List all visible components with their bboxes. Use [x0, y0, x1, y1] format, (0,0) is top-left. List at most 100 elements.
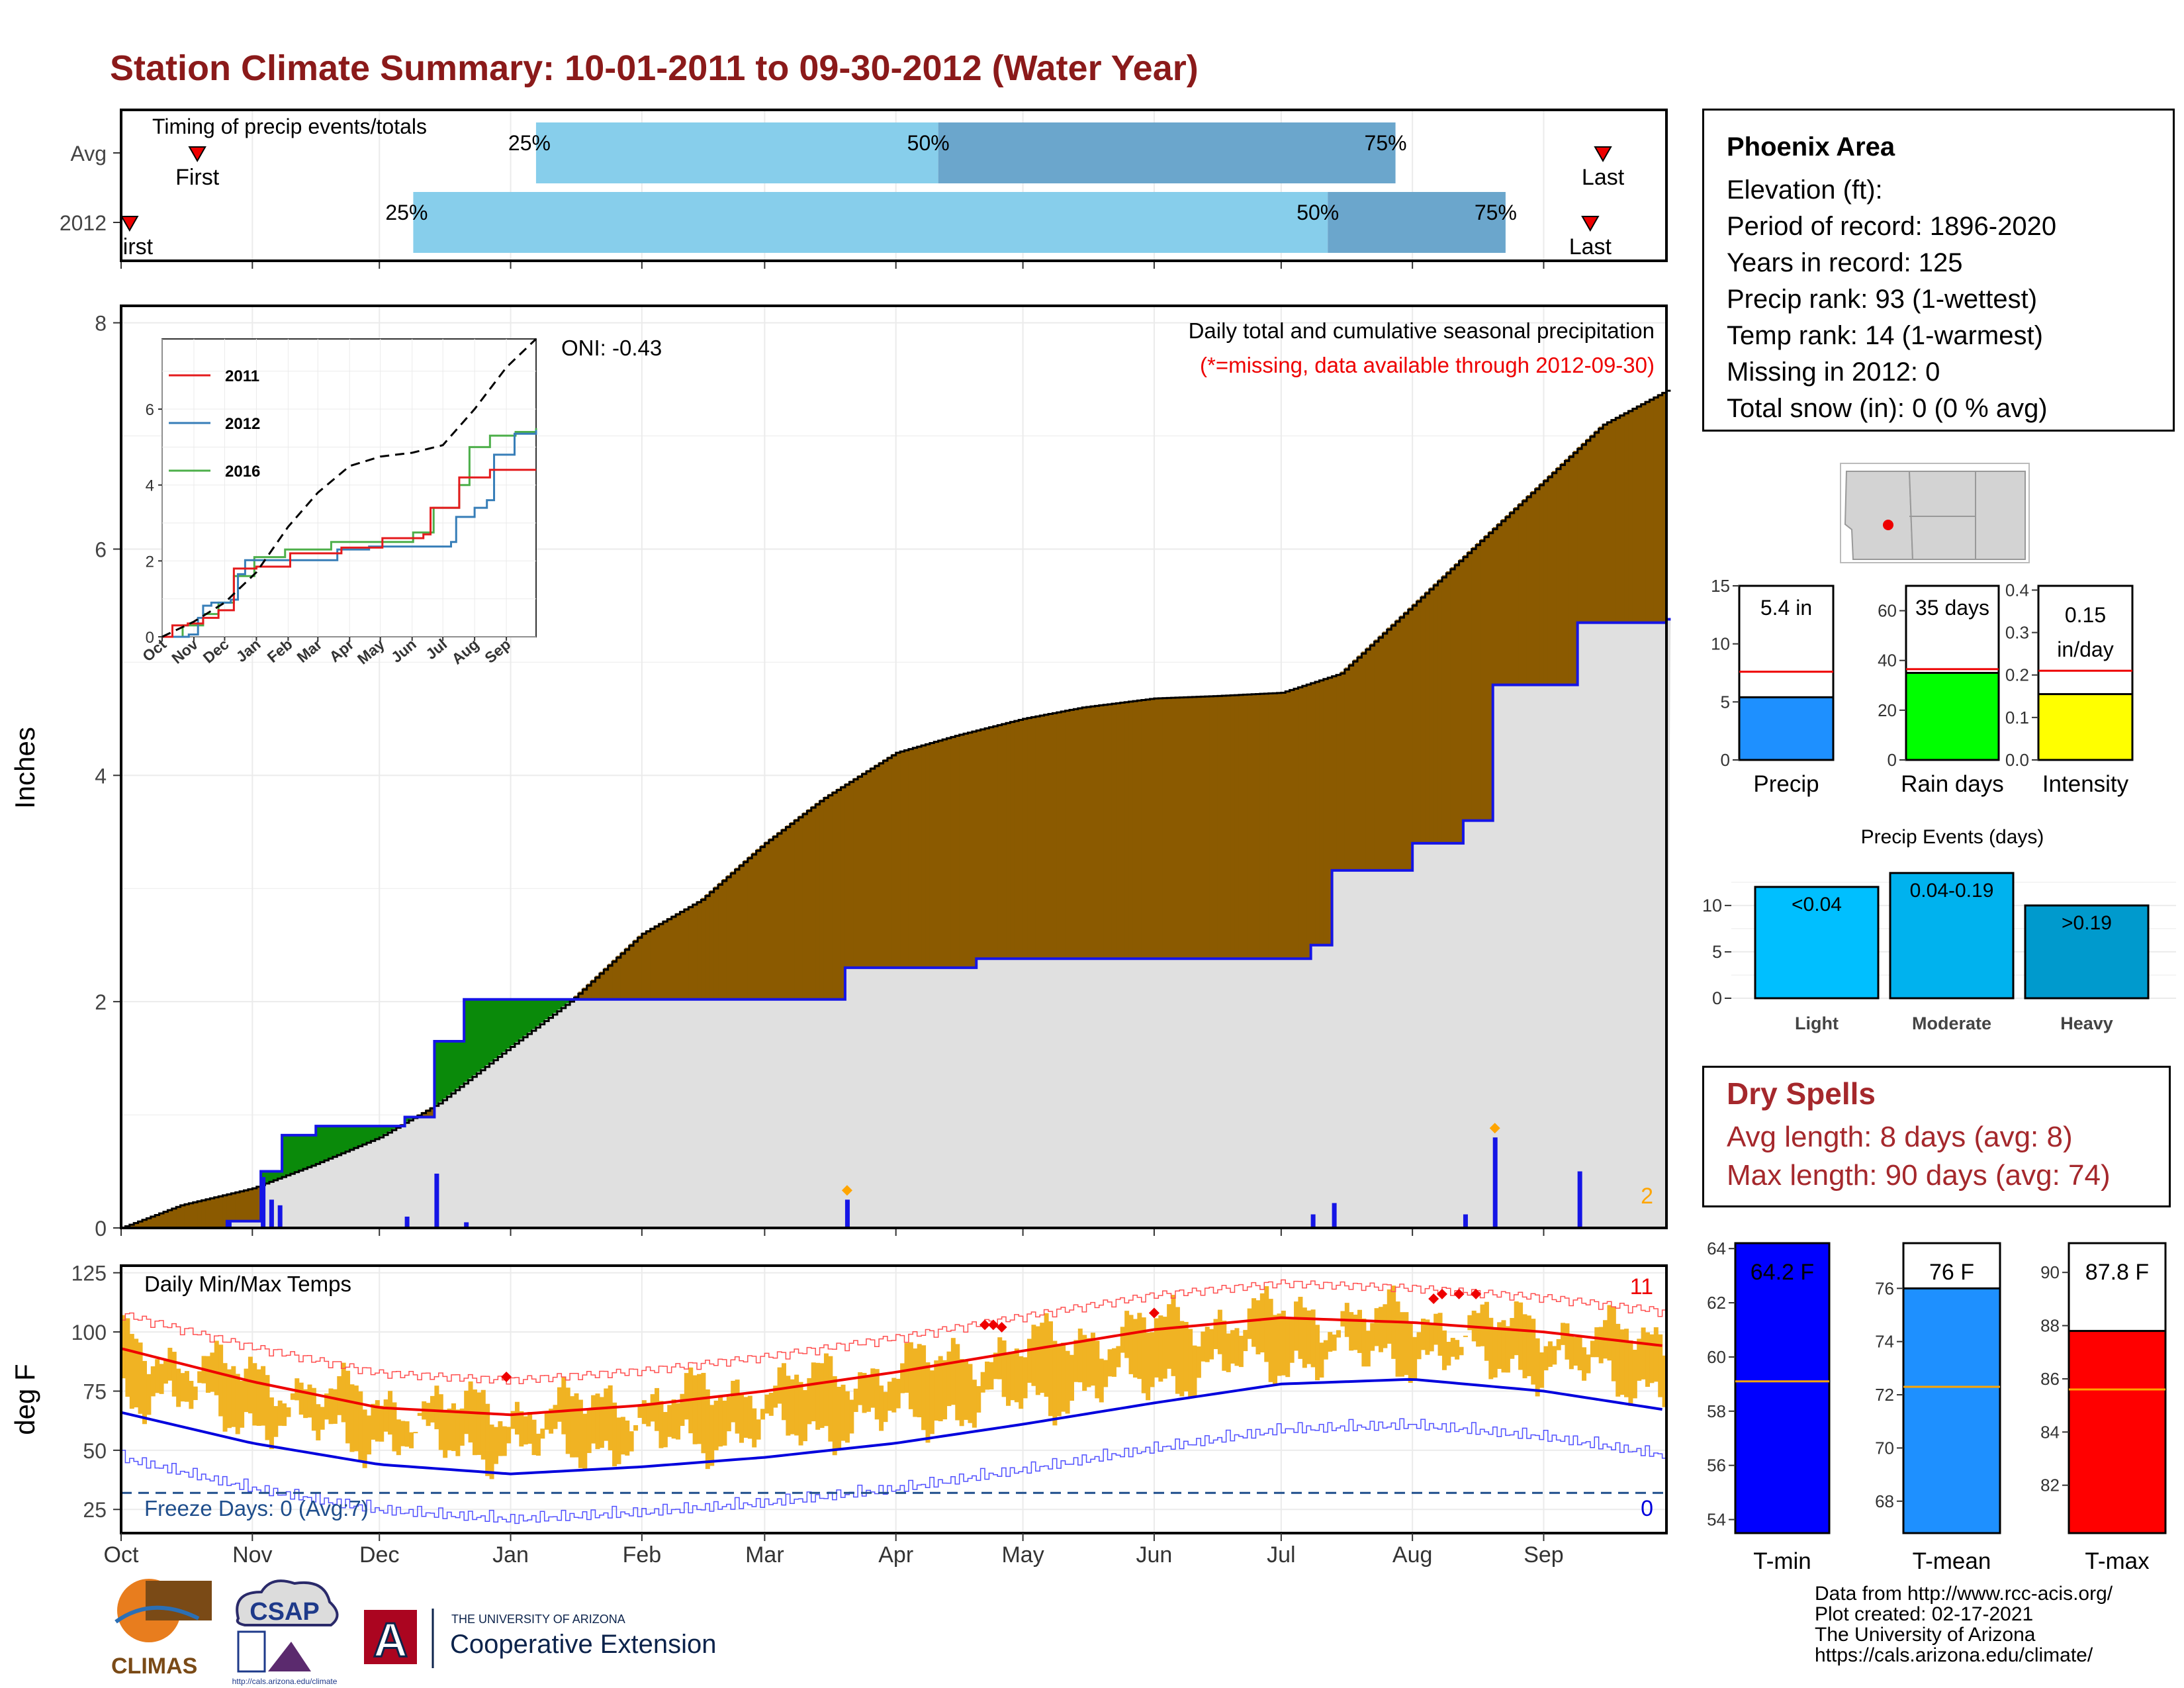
difference-bar: [1450, 567, 1455, 843]
difference-bar: [1662, 391, 1667, 623]
daily-precip-spike: [261, 1177, 266, 1228]
difference-bar: [1480, 539, 1485, 821]
map-region-central: [1908, 471, 1976, 560]
summary-ytick: 5: [1721, 692, 1730, 712]
temp-ytick: 125: [71, 1262, 107, 1286]
daily-temp-bar: [553, 1405, 558, 1429]
daily-temp-bar: [400, 1421, 406, 1446]
daily-temp-bar: [472, 1389, 477, 1456]
daily-temp-bar: [1073, 1340, 1079, 1382]
difference-bar: [1365, 647, 1371, 870]
temp-bar-ytick: 54: [1707, 1510, 1726, 1530]
daily-temp-bar: [498, 1421, 503, 1456]
difference-bar: [595, 975, 600, 1000]
daily-temp-bar: [1535, 1338, 1540, 1397]
daily-temp-bar: [866, 1376, 871, 1412]
daily-temp-bar: [1289, 1317, 1295, 1363]
event-bar-label: <0.04: [1792, 894, 1842, 915]
daily-temp-bar: [1611, 1307, 1616, 1382]
daily-temp-bar: [510, 1411, 516, 1429]
info-line: Total snow (in): 0 (0 % avg): [1727, 394, 2048, 423]
difference-bar: [676, 913, 681, 1000]
difference-bar: [1399, 616, 1405, 870]
daily-temp-bar: [786, 1376, 791, 1436]
difference-bar: [345, 1126, 351, 1151]
record-high-marker-icon: [996, 1321, 1007, 1333]
difference-bar: [887, 757, 893, 968]
daily-temp-bar: [849, 1399, 854, 1434]
daily-temp-bar: [1387, 1289, 1392, 1344]
daily-temp-bar: [489, 1425, 494, 1479]
difference-bar: [1653, 396, 1659, 623]
difference-bar: [506, 999, 512, 1049]
difference-bar: [1619, 414, 1625, 623]
daily-temp-bar: [527, 1412, 533, 1444]
difference-bar: [858, 775, 863, 968]
daily-temp-bar: [1518, 1302, 1524, 1370]
difference-bar: [1404, 611, 1409, 870]
daily-temp-bar: [1086, 1338, 1091, 1387]
daily-temp-bar: [290, 1393, 295, 1400]
difference-bar: [1154, 698, 1160, 959]
daily-temp-bar: [523, 1416, 528, 1445]
daily-precip-spike: [844, 1199, 850, 1228]
temp-bar-label: T-mean: [1913, 1548, 1991, 1574]
record-high-marker-icon: [1471, 1288, 1482, 1299]
difference-bar: [1565, 459, 1570, 685]
daily-temp-bar: [180, 1373, 185, 1402]
difference-bar: [1006, 722, 1011, 959]
difference-bar: [1116, 702, 1121, 959]
daily-temp-bar: [1128, 1315, 1134, 1374]
daily-temp-bar: [633, 1425, 639, 1431]
daily-temp-bar: [362, 1409, 367, 1468]
daily-temp-bar: [1120, 1327, 1125, 1353]
difference-bar: [794, 819, 799, 1000]
difference-bar: [612, 959, 617, 1000]
daily-temp-bar: [578, 1399, 583, 1468]
daily-temp-bar: [862, 1373, 867, 1413]
month-label: Apr: [878, 1542, 913, 1568]
credits: Data from http://www.rcc-acis.org/ Plot …: [1815, 1583, 2113, 1665]
difference-bar: [167, 1209, 173, 1228]
freeze-days-label: Freeze Days: 0 (Avg:7): [144, 1496, 369, 1521]
difference-bar: [1378, 635, 1384, 870]
month-label: Jan: [492, 1542, 529, 1568]
difference-bar: [701, 898, 706, 1000]
location-map: [1840, 463, 2030, 563]
difference-bar: [472, 999, 478, 1076]
daily-temp-bar: [743, 1397, 749, 1438]
daily-temp-bar: [1298, 1297, 1303, 1359]
difference-bar: [955, 735, 960, 968]
daily-precip-spike: [1492, 1137, 1498, 1228]
difference-bar: [1387, 628, 1392, 870]
page-title: Station Climate Summary: 10-01-2011 to 0…: [110, 48, 1199, 88]
credit-line: https://cals.arizona.edu/climate/: [1815, 1644, 2093, 1666]
difference-bar: [1205, 696, 1210, 959]
difference-bar: [1539, 483, 1545, 685]
daily-temp-bar: [1027, 1338, 1032, 1383]
daily-temp-bar: [320, 1407, 325, 1430]
last-marker-icon: [1594, 146, 1612, 163]
timing-panel: First Last 25% 50% 75% Avg irst Last 25% 50% 75% 20…: [60, 109, 1668, 269]
difference-bar: [832, 791, 837, 1000]
map-region-east: [1975, 471, 2026, 560]
daily-temp-bar: [316, 1404, 321, 1440]
daily-temp-bar: [506, 1427, 512, 1444]
daily-temp-bar: [379, 1405, 385, 1442]
daily-temp-bar: [781, 1363, 786, 1421]
daily-temp-bar: [277, 1400, 283, 1426]
daily-temp-bar: [1006, 1354, 1011, 1406]
daily-temp-bar: [307, 1384, 312, 1418]
daily-temp-bar: [392, 1402, 397, 1452]
daily-temp-bar: [1179, 1321, 1185, 1397]
difference-bar: [171, 1207, 177, 1228]
daily-temp-bar: [798, 1382, 803, 1446]
inset-series-2011: [162, 469, 536, 638]
daily-temp-bar: [680, 1393, 685, 1427]
difference-bar: [781, 828, 787, 1000]
difference-bar: [1501, 519, 1506, 685]
difference-bar: [240, 1190, 245, 1221]
daily-temp-bar: [1196, 1346, 1201, 1378]
daily-temp-bar: [222, 1363, 228, 1432]
difference-bar: [895, 752, 901, 968]
